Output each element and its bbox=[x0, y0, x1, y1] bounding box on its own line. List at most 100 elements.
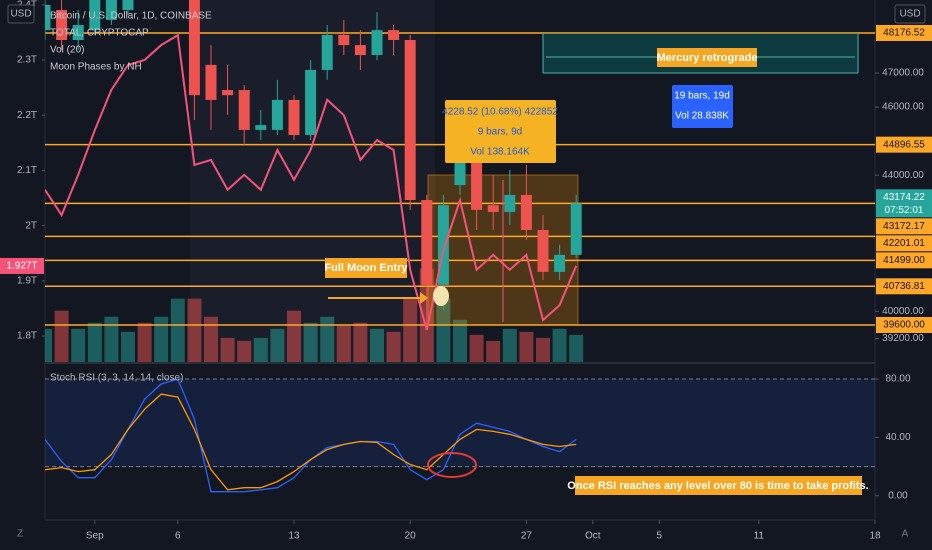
mercury-label: Mercury retrograde bbox=[657, 52, 758, 64]
candle-body bbox=[238, 90, 250, 130]
level-label-bg bbox=[876, 316, 932, 333]
y2-tick-label: 2.3T bbox=[17, 55, 37, 66]
y2-tick-label: 2T bbox=[25, 220, 37, 231]
legend-entry: TOTAL, CRYPTOCAP bbox=[50, 28, 149, 39]
y2-tick-label: 1.8T bbox=[17, 331, 37, 342]
volume-bar bbox=[54, 310, 69, 362]
y-tick-label: 39200.00 bbox=[882, 333, 924, 344]
currency-box-left bbox=[7, 4, 35, 24]
stoch-line bbox=[45, 393, 577, 491]
candle-body bbox=[570, 203, 582, 255]
countdown: 07:52:01 bbox=[885, 205, 924, 216]
currency-box-right bbox=[894, 4, 926, 24]
footer-left: Z bbox=[17, 529, 23, 540]
mercury-label-bg bbox=[657, 48, 757, 67]
candle-body bbox=[487, 205, 499, 212]
currency-right: USD bbox=[899, 9, 920, 20]
level-label: 43172.17 bbox=[883, 221, 925, 232]
candle-body bbox=[321, 34, 333, 70]
volume-bar bbox=[536, 337, 550, 362]
volume-bar bbox=[552, 328, 567, 362]
volume-bar bbox=[569, 334, 584, 362]
x-tick-label: 11 bbox=[754, 531, 765, 542]
volume-bar bbox=[71, 328, 86, 362]
candle-body bbox=[537, 229, 549, 272]
legend-entry: Bitcoin / U.S. Dollar, 1D, COINBASE bbox=[50, 11, 212, 22]
stoch-pane bbox=[45, 378, 875, 493]
candle-body bbox=[45, 4, 51, 31]
volume-bar bbox=[87, 322, 102, 362]
legend-entry: Vol (20) bbox=[50, 45, 84, 56]
candle-body bbox=[554, 254, 566, 272]
candle-body bbox=[305, 69, 317, 136]
currency-left: USD bbox=[10, 9, 31, 20]
volume-bar bbox=[519, 331, 534, 362]
entry-label-bg bbox=[325, 258, 407, 278]
y-tick-label: 46000.00 bbox=[882, 102, 924, 113]
candle-body bbox=[56, 10, 68, 41]
level-label: 39600.00 bbox=[883, 320, 925, 331]
candle-body bbox=[288, 99, 300, 136]
volume-bar bbox=[403, 298, 418, 362]
candle-body bbox=[222, 90, 234, 96]
x-tick-label: 18 bbox=[869, 531, 881, 542]
volume-bar bbox=[170, 298, 185, 362]
candle-body bbox=[404, 40, 416, 201]
stoch-tick-label: 40.00 bbox=[885, 432, 910, 443]
measure-box-text: 19 bars, 19d bbox=[674, 91, 730, 102]
y-tick-label: 47000.00 bbox=[882, 68, 924, 79]
volume-bar bbox=[121, 331, 135, 362]
range-box-text: 4228.52 (10.68%) 422852 bbox=[442, 107, 558, 118]
volume-bar bbox=[270, 328, 285, 362]
x-tick-label: 20 bbox=[405, 531, 417, 542]
total-last-label: 1.927T bbox=[6, 261, 37, 272]
candle-body bbox=[89, 0, 101, 31]
y-tick-label: 40000.00 bbox=[882, 306, 924, 317]
total-line bbox=[45, 33, 578, 331]
y2-tick-label: 1.9T bbox=[17, 275, 37, 286]
volume-bar bbox=[104, 316, 119, 362]
level-label: 44896.55 bbox=[883, 139, 925, 150]
level-label-bg bbox=[876, 278, 932, 295]
range-box bbox=[445, 100, 556, 163]
candle-body bbox=[105, 0, 117, 20]
level-label-bg bbox=[876, 235, 932, 252]
candle-body bbox=[520, 194, 532, 230]
volume-bar bbox=[220, 337, 235, 362]
candle-body bbox=[188, 0, 200, 96]
volume-bar bbox=[486, 340, 501, 362]
level-label-bg bbox=[876, 24, 932, 41]
volume-bar bbox=[386, 331, 401, 362]
candle-body bbox=[454, 149, 466, 186]
footer-right: A bbox=[902, 529, 909, 540]
y-tick-label: 44000.00 bbox=[882, 170, 924, 181]
measure-box-text: Vol 28.838K bbox=[675, 111, 729, 122]
candle-body bbox=[205, 64, 217, 100]
volume-bar bbox=[370, 328, 384, 362]
candle-body bbox=[338, 34, 350, 46]
price-pane: Mercury retrograde 4228.52 (10.68%) 42285… bbox=[45, 0, 875, 362]
volume-bar bbox=[187, 298, 202, 362]
candle-body bbox=[471, 149, 483, 210]
level-label-bg bbox=[876, 252, 932, 269]
level-label: 48176.52 bbox=[883, 28, 925, 39]
stoch-tick-label: 80.00 bbox=[885, 374, 910, 385]
candle-body bbox=[122, 0, 134, 11]
volume-bar bbox=[353, 322, 368, 362]
candle-body bbox=[72, 25, 84, 41]
stoch-title: Stoch RSI (3, 3, 14, 14, close) bbox=[50, 373, 183, 384]
legend-entry: Moon Phases by NH bbox=[50, 62, 142, 73]
volume-bar bbox=[502, 328, 517, 362]
moon-icon bbox=[433, 286, 449, 306]
last-price-bg bbox=[876, 189, 932, 218]
level-label: 40736.81 bbox=[883, 281, 925, 292]
volume-bar bbox=[436, 298, 451, 362]
volume-bar bbox=[45, 328, 52, 362]
candle-body bbox=[371, 30, 383, 55]
x-tick-label: Oct bbox=[585, 531, 601, 542]
candle-body bbox=[271, 99, 283, 130]
volume-bar bbox=[469, 334, 484, 362]
